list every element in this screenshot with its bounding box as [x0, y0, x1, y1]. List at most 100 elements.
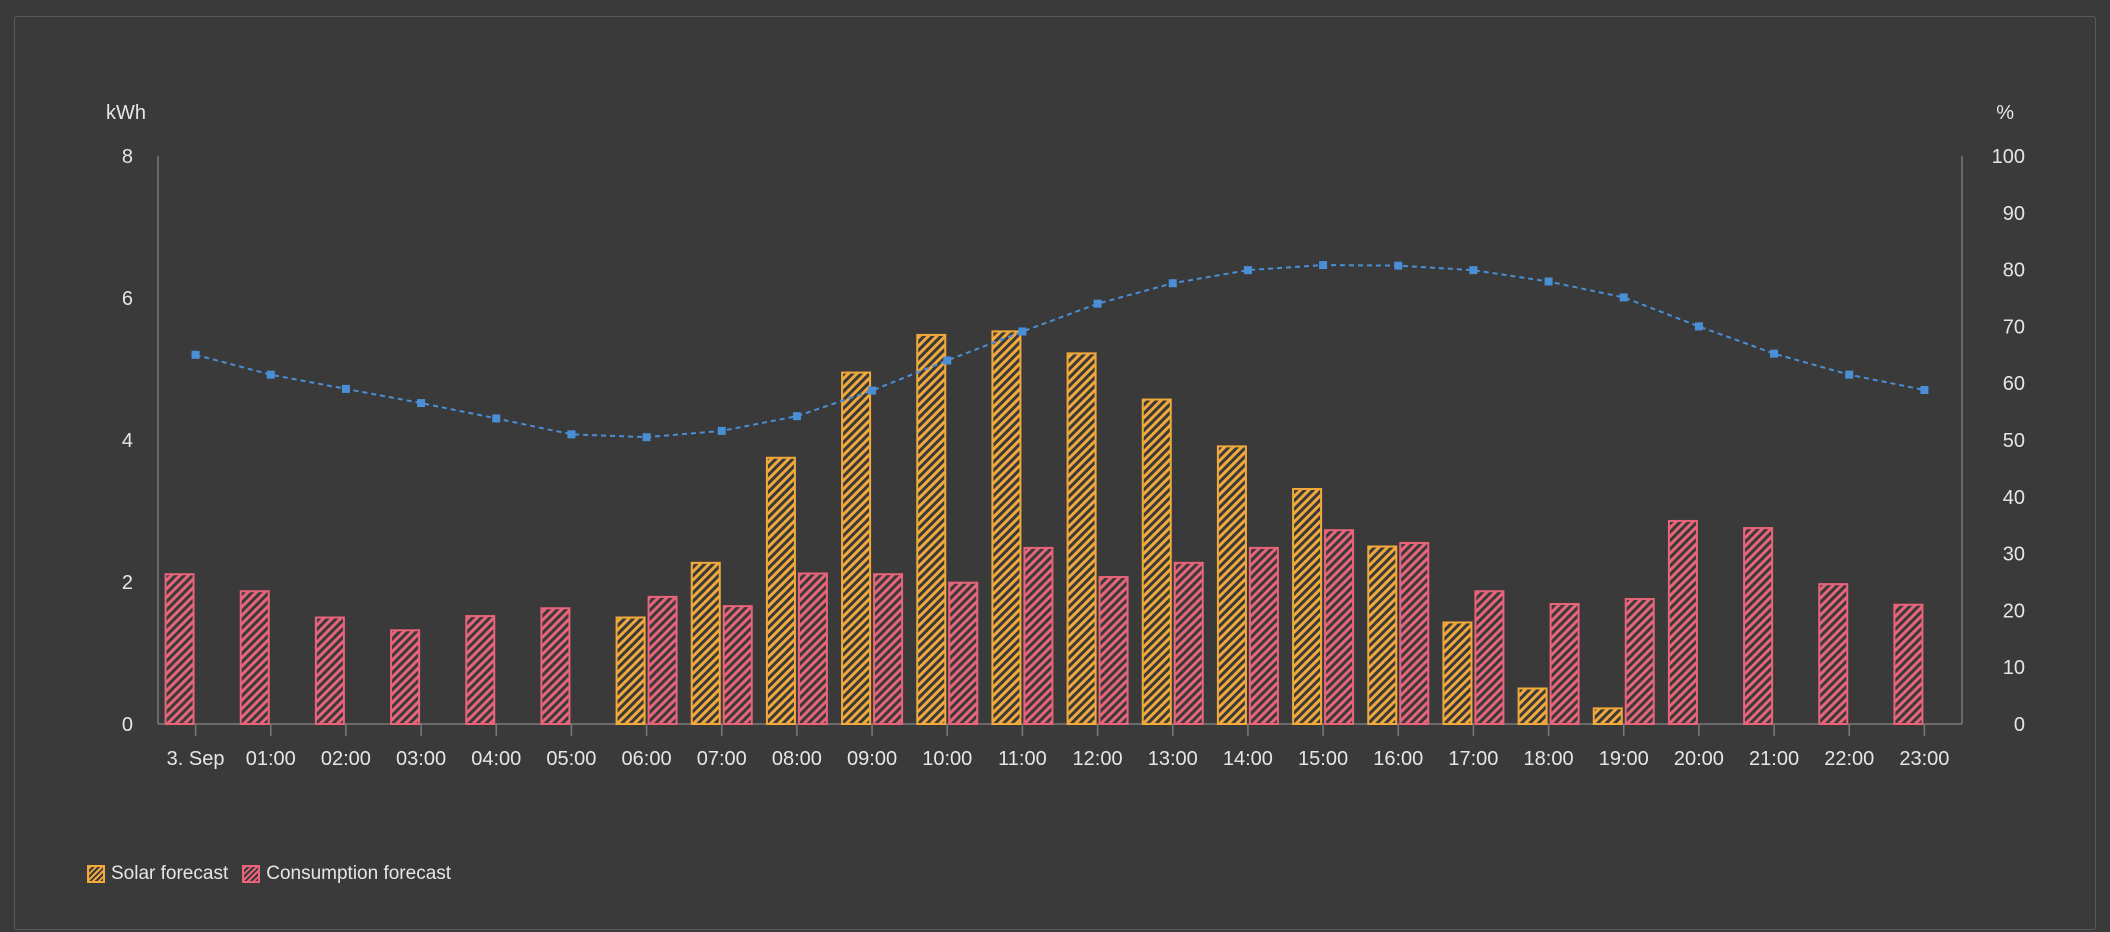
axis-labels: kWh %: [106, 102, 2014, 124]
solar-bar[interactable]: [1517, 687, 1548, 725]
x-tick-label: 3. Sep: [167, 748, 225, 770]
x-tick-label: 06:00: [622, 748, 672, 770]
solar-bar[interactable]: [1442, 621, 1473, 725]
y-right-unit-label: %: [1996, 102, 2014, 124]
x-tick-label: 14:00: [1223, 748, 1273, 770]
consumption-bar[interactable]: [540, 607, 571, 726]
soc-point[interactable]: [1319, 261, 1328, 270]
x-tick-label: 13:00: [1148, 748, 1198, 770]
y-left-unit-label: kWh: [106, 102, 146, 124]
consumption-bar[interactable]: [239, 590, 270, 725]
soc-point[interactable]: [1469, 266, 1478, 275]
consumption-bar[interactable]: [1173, 561, 1204, 726]
consumption-bar[interactable]: [1248, 546, 1279, 725]
x-tick-label: 12:00: [1073, 748, 1123, 770]
x-tick-label: 23:00: [1899, 748, 1949, 770]
consumption-bar[interactable]: [465, 615, 496, 726]
consumption-bar[interactable]: [1818, 583, 1849, 725]
soc-point[interactable]: [191, 350, 200, 359]
soc-point[interactable]: [1018, 327, 1027, 336]
soc-point[interactable]: [1243, 266, 1252, 275]
y-right-tick-label: 70: [2003, 316, 2025, 338]
consumption-bar[interactable]: [647, 595, 678, 725]
y-right-tick-label: 0: [2014, 714, 2025, 736]
x-tick-label: 21:00: [1749, 748, 1799, 770]
soc-point[interactable]: [1920, 386, 1929, 395]
soc-point[interactable]: [492, 414, 501, 423]
y-right-tick-label: 10: [2003, 657, 2025, 679]
y-left-tick-label: 6: [122, 288, 133, 310]
y-right-tick-label: 30: [2003, 544, 2025, 566]
consumption-bar[interactable]: [1893, 603, 1924, 725]
consumption-bar[interactable]: [1399, 541, 1430, 726]
consumption-bar[interactable]: [1667, 519, 1698, 725]
solar-bar[interactable]: [916, 333, 947, 725]
y-right-tick-label: 20: [2003, 600, 2025, 622]
legend-consumption[interactable]: Consumption forecast: [242, 863, 451, 885]
soc-point[interactable]: [717, 426, 726, 435]
consumption-bar[interactable]: [390, 629, 421, 726]
x-tick-label: 19:00: [1599, 748, 1649, 770]
x-tick-label: 11:00: [998, 748, 1047, 770]
soc-point[interactable]: [792, 412, 801, 421]
solar-bar[interactable]: [1141, 398, 1172, 725]
solar-bar[interactable]: [765, 456, 796, 725]
x-tick-label: 04:00: [471, 748, 521, 770]
consumption-bar[interactable]: [1474, 590, 1505, 725]
solar-bar[interactable]: [1216, 445, 1247, 725]
soc-point[interactable]: [868, 386, 877, 395]
soc-point[interactable]: [943, 356, 952, 365]
soc-point[interactable]: [1770, 349, 1779, 358]
soc-point[interactable]: [567, 430, 576, 439]
consumption-bar[interactable]: [1549, 603, 1580, 726]
x-tick-label: 02:00: [321, 748, 371, 770]
soc-point[interactable]: [1168, 279, 1177, 288]
x-tick-label: 01:00: [246, 748, 296, 770]
soc-point[interactable]: [1093, 299, 1102, 308]
consumption-bar[interactable]: [873, 573, 904, 725]
solar-bar[interactable]: [1292, 487, 1323, 725]
consumption-bar[interactable]: [948, 581, 979, 726]
consumption-bar[interactable]: [1624, 598, 1655, 725]
solar-bar[interactable]: [1066, 352, 1097, 725]
solar-bar[interactable]: [1367, 545, 1398, 725]
consumption-bar[interactable]: [797, 572, 828, 725]
consumption-bar[interactable]: [314, 616, 345, 725]
solar-bar[interactable]: [615, 616, 646, 725]
solar-bar[interactable]: [690, 561, 721, 726]
soc-point[interactable]: [341, 384, 350, 393]
soc-point[interactable]: [642, 433, 651, 442]
legend-consumption-swatch: [242, 865, 261, 883]
y-left-tick-label: 2: [122, 572, 133, 594]
consumption-bar[interactable]: [1324, 529, 1355, 725]
soc-point[interactable]: [1845, 370, 1854, 379]
solar-bar[interactable]: [841, 371, 872, 725]
x-tick-label: 16:00: [1373, 748, 1423, 770]
legend-solar-label: Solar forecast: [111, 863, 229, 884]
soc-point[interactable]: [266, 370, 275, 379]
x-tick-label: 22:00: [1824, 748, 1874, 770]
consumption-bar[interactable]: [1743, 527, 1774, 726]
soc-point[interactable]: [1394, 261, 1403, 270]
soc-point[interactable]: [1619, 293, 1628, 302]
consumption-bar[interactable]: [1023, 546, 1054, 725]
soc-point[interactable]: [1694, 322, 1703, 331]
bars: [164, 330, 1924, 726]
y-left-tick-label: 8: [122, 146, 133, 168]
solar-bar[interactable]: [1592, 707, 1623, 726]
y-right-tick-label: 80: [2003, 260, 2025, 282]
y-right-tick-label: 100: [1992, 146, 2025, 168]
solar-bar[interactable]: [991, 330, 1022, 725]
consumption-bar[interactable]: [722, 605, 753, 726]
consumption-bar[interactable]: [164, 573, 195, 725]
y-right-tick-label: 60: [2003, 373, 2025, 395]
soc-point[interactable]: [417, 399, 426, 408]
y-left-tick-label: 4: [122, 430, 133, 452]
soc-point[interactable]: [1544, 277, 1553, 286]
consumption-bar[interactable]: [1098, 576, 1129, 726]
legend-solar[interactable]: Solar forecast: [87, 863, 228, 885]
legend-consumption-label: Consumption forecast: [266, 863, 452, 884]
x-tick-label: 20:00: [1674, 748, 1724, 770]
